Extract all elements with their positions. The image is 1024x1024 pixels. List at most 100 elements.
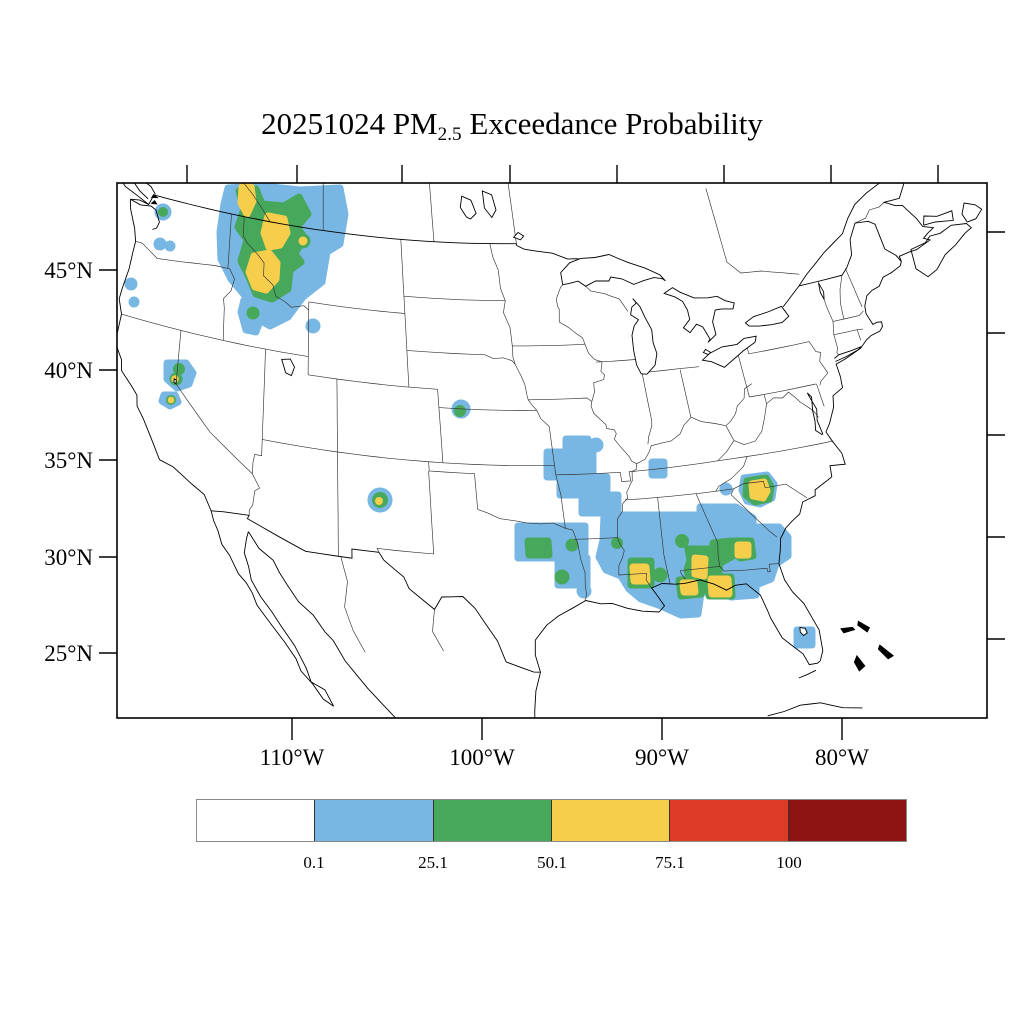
coastline [782, 220, 902, 308]
state-border [340, 556, 366, 653]
coastline [534, 579, 821, 673]
coastline [515, 243, 592, 261]
coastline [145, 183, 156, 195]
state-border [528, 397, 592, 402]
state-border [222, 268, 235, 341]
state-border [403, 295, 506, 302]
map-content [117, 183, 983, 718]
state-border [856, 329, 862, 341]
probability-region-blue-spot [128, 296, 140, 308]
state-border [243, 183, 271, 222]
state-border [503, 300, 516, 365]
lake-outline [744, 305, 790, 327]
state-border [719, 563, 779, 573]
state-border [262, 439, 555, 467]
y-tick-label: 45°N [44, 258, 93, 283]
probability-region-green-spot [611, 537, 623, 549]
coastline [122, 183, 149, 205]
probability-region-yellow-spot [298, 236, 308, 246]
coastline [130, 198, 160, 230]
state-border [657, 497, 671, 584]
lake-outline [281, 358, 295, 377]
probability-region-blue-area [648, 458, 668, 479]
state-border [749, 383, 816, 398]
colorbar-label: 25.1 [418, 853, 448, 872]
probability-region-blue-spot [576, 583, 592, 599]
figure-title: 20251024 PM2.5 Exceedance Probability [0, 106, 1024, 145]
lake-outline [799, 626, 808, 637]
probability-region-green-area [709, 537, 737, 566]
colorbar-label: 0.1 [303, 853, 325, 872]
state-border [536, 410, 550, 427]
state-border [745, 341, 810, 355]
state-border [548, 426, 557, 475]
state-border [736, 350, 750, 398]
state-border [715, 456, 748, 492]
island [877, 644, 894, 660]
colorbar-segment-green [432, 800, 551, 841]
state-border [839, 274, 845, 320]
lake-outline [512, 231, 525, 241]
x-tick-label: 100°W [449, 745, 515, 770]
probability-region-yellow-area [691, 554, 709, 580]
lake-outline [560, 254, 666, 287]
colorbar-label: 100 [776, 853, 802, 872]
coastline [210, 510, 334, 707]
coastline [248, 531, 397, 718]
probability-region-green-area [524, 537, 553, 559]
y-tick-label: 25°N [44, 641, 93, 666]
state-border [555, 284, 586, 345]
state-border [695, 493, 721, 567]
probability-region-yellow-area [679, 579, 699, 596]
probability-region-green-spot [454, 405, 466, 417]
state-border [135, 240, 230, 270]
state-border [307, 301, 310, 375]
state-border [376, 470, 435, 555]
probability-region-blue-spot [164, 240, 176, 252]
probability-region-green-spot [652, 567, 668, 583]
map-frame [116, 182, 988, 719]
probability-region-yellow-spot [167, 396, 175, 404]
probability-region-green-spot [675, 534, 689, 548]
state-border [252, 349, 266, 474]
coastline [778, 261, 902, 661]
coastline [798, 183, 935, 287]
lake-outline [702, 348, 712, 356]
state-border [641, 372, 653, 445]
island [857, 620, 871, 633]
x-tick-label: 110°W [260, 745, 325, 770]
state-border [429, 183, 435, 242]
coastline [211, 510, 541, 673]
state-border [489, 243, 506, 301]
state-border [432, 609, 444, 652]
coastline [834, 346, 862, 362]
state-border [845, 268, 863, 308]
y-tick-label: 40°N [44, 358, 93, 383]
state-border [507, 183, 517, 244]
probability-region-green [158, 185, 775, 600]
probability-region-blue-spot [719, 482, 733, 496]
state-border [437, 389, 444, 463]
probability-region-green-spot [554, 569, 570, 585]
state-border [816, 383, 825, 407]
coastline [534, 672, 541, 718]
probability-region-blue-area [793, 626, 816, 649]
lake-outline [818, 282, 825, 300]
coastline [130, 194, 517, 245]
probability-region-blue-spot [153, 237, 167, 251]
probability-region-green-spot [246, 306, 260, 320]
state-border [555, 474, 566, 529]
probability-region-blue-spot [124, 277, 138, 291]
probability-region-yellow-area [245, 249, 281, 294]
state-border [632, 440, 834, 472]
state-border [565, 527, 587, 601]
state-border [242, 216, 309, 311]
island [150, 194, 159, 199]
lake-outline [173, 378, 177, 385]
state-border [477, 509, 566, 529]
state-border [428, 461, 479, 510]
probability-region-yellow [167, 183, 771, 598]
state-border [400, 239, 410, 388]
